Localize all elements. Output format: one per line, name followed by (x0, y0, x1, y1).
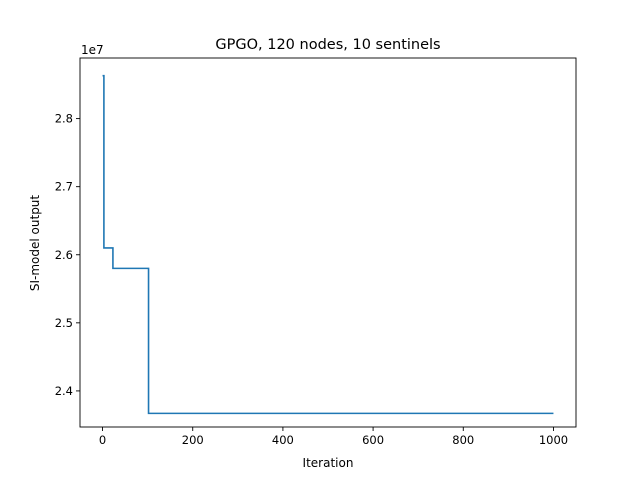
x-tick-label: 200 (182, 433, 204, 447)
y-axis-label: SI-model output (28, 195, 42, 292)
x-tick-label: 1000 (539, 433, 568, 447)
y-offset-label: 1e7 (81, 43, 104, 57)
x-tick-label: 400 (272, 433, 294, 447)
series-line-0 (102, 74, 554, 415)
x-tick-label: 0 (99, 433, 106, 447)
x-tick-label: 800 (452, 433, 474, 447)
y-tick-label: 2.8 (55, 112, 73, 126)
x-axis-label: Iteration (303, 456, 354, 470)
axes-frame (79, 57, 577, 428)
chart-title: GPGO, 120 nodes, 10 sentinels (215, 37, 440, 53)
y-tick-label: 2.5 (55, 316, 73, 330)
x-tick-label: 600 (362, 433, 384, 447)
y-tick-label: 2.4 (55, 384, 73, 398)
plot-area: 0 200 400 600 800 1000 2.4 2.5 2.6 2.7 2.8 (55, 57, 577, 447)
y-tick-label: 2.6 (55, 248, 73, 262)
y-tick-label: 2.7 (55, 180, 73, 194)
